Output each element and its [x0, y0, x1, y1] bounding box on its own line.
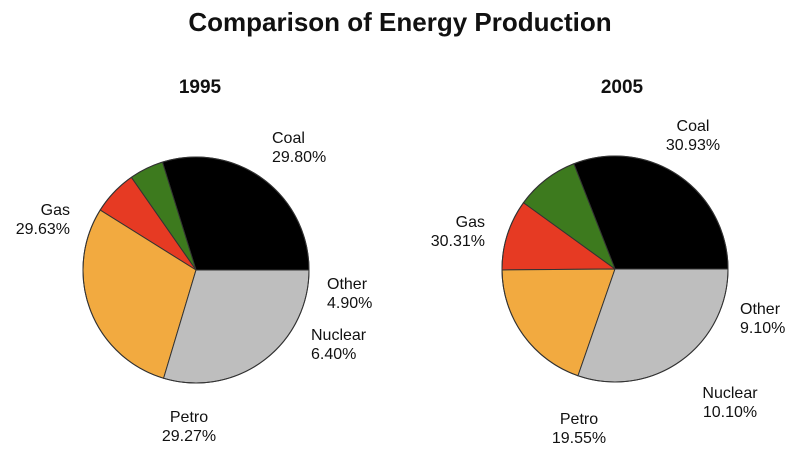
slice-label-petro-2005: Petro 19.55%	[552, 411, 606, 447]
slice-label-value-petro-1995: 29.27%	[162, 428, 216, 445]
pie-subtitle-2005: 2005	[601, 77, 644, 98]
slice-label-nuclear-2005: Nuclear 10.10%	[702, 385, 758, 421]
slice-label-name-other-2005: Other	[740, 301, 781, 318]
slice-label-value-coal-2005: 30.93%	[666, 137, 720, 154]
pie-subtitle-1995: 1995	[179, 77, 222, 98]
slice-label-petro-1995: Petro 29.27%	[162, 409, 216, 445]
pie-chart-2005: 2005 Coal 30.93% Other 9.10% Nuclear 10.10% Pe…	[431, 77, 786, 447]
slice-label-other-2005: Other 9.10%	[740, 301, 785, 337]
slice-label-name-coal-2005: Coal	[677, 118, 710, 135]
slice-label-value-other-1995: 4.90%	[327, 295, 372, 312]
slice-label-value-petro-2005: 19.55%	[552, 430, 606, 447]
slice-label-value-nuclear-1995: 6.40%	[311, 346, 356, 363]
slice-label-value-coal-1995: 29.80%	[272, 149, 326, 166]
slice-label-nuclear-1995: Nuclear 6.40%	[311, 327, 367, 363]
slice-label-name-other-1995: Other	[327, 276, 368, 293]
slice-label-gas-2005: Gas 30.31%	[431, 214, 485, 250]
slice-label-value-nuclear-2005: 10.10%	[703, 404, 757, 421]
slice-label-coal-2005: Coal 30.93%	[666, 118, 720, 154]
pie-chart-1995: 1995 Coal 29.80% Other 4.90% Nuclear 6.40% Pet…	[16, 77, 373, 445]
slice-label-name-gas-2005: Gas	[456, 214, 485, 231]
slice-label-name-nuclear-1995: Nuclear	[311, 327, 367, 344]
slice-label-name-gas-1995: Gas	[41, 202, 70, 219]
slice-label-name-nuclear-2005: Nuclear	[702, 385, 758, 402]
slice-label-name-petro-1995: Petro	[170, 409, 208, 426]
slice-label-coal-1995: Coal 29.80%	[272, 130, 326, 166]
slice-label-name-coal-1995: Coal	[272, 130, 305, 147]
slice-label-value-other-2005: 9.10%	[740, 320, 785, 337]
slice-label-other-1995: Other 4.90%	[327, 276, 372, 312]
slice-label-name-petro-2005: Petro	[560, 411, 598, 428]
chart-title: Comparison of Energy Production	[188, 7, 611, 37]
pie-outline-1995	[82, 156, 310, 384]
pie-outline-2005	[501, 155, 729, 383]
slice-label-value-gas-2005: 30.31%	[431, 233, 485, 250]
slice-label-value-gas-1995: 29.63%	[16, 221, 70, 238]
slice-label-gas-1995: Gas 29.63%	[16, 202, 70, 238]
